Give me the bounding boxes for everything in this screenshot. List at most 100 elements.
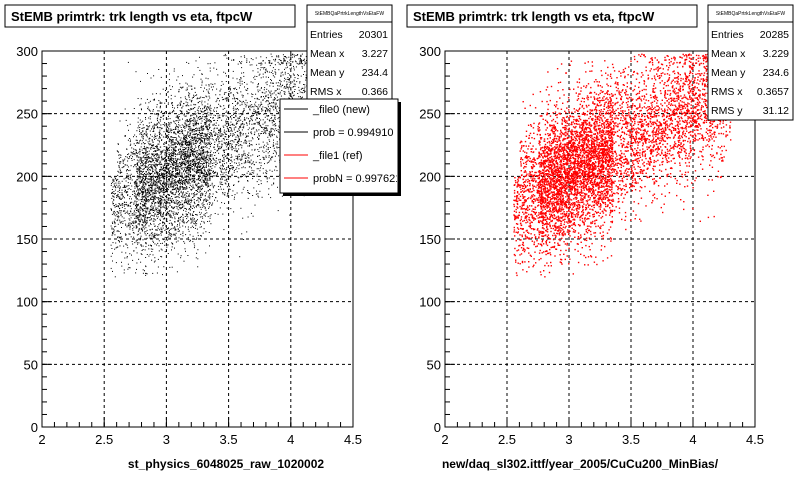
scatter-point: [115, 262, 117, 264]
scatter-point: [188, 124, 190, 126]
scatter-point: [145, 234, 147, 236]
scatter-point: [210, 152, 211, 154]
scatter-point: [129, 224, 131, 226]
scatter-point: [157, 213, 159, 215]
scatter-point: [272, 156, 274, 158]
scatter-point: [192, 150, 194, 152]
scatter-point: [213, 152, 215, 154]
scatter-point: [198, 157, 200, 159]
scatter-point: [250, 144, 252, 145]
scatter-point: [172, 192, 174, 194]
scatter-point: [142, 187, 144, 189]
scatter-point: [113, 231, 115, 233]
scatter-point: [262, 73, 264, 75]
scatter-point: [255, 57, 257, 59]
scatter-point: [166, 162, 168, 164]
scatter-point: [185, 210, 187, 212]
scatter-point: [141, 254, 143, 255]
scatter-point: [223, 129, 225, 131]
scatter-point: [205, 166, 207, 168]
scatter-point: [173, 207, 175, 209]
scatter-point: [170, 233, 172, 235]
scatter-point: [293, 67, 295, 69]
scatter-point: [169, 125, 171, 127]
scatter-point: [175, 116, 177, 118]
scatter-point: [212, 117, 214, 119]
scatter-point: [184, 180, 186, 182]
scatter-point: [136, 216, 137, 218]
scatter-point: [136, 168, 138, 170]
scatter-point: [134, 186, 136, 188]
scatter-point: [173, 199, 174, 201]
scatter-point: [161, 111, 163, 113]
scatter-point: [244, 174, 246, 175]
scatter-point: [300, 97, 302, 99]
scatter-point: [113, 183, 115, 185]
scatter-point: [157, 197, 158, 199]
scatter-point: [141, 228, 143, 230]
scatter-point: [167, 189, 169, 191]
scatter-point: [160, 195, 162, 197]
scatter-point: [176, 225, 178, 227]
scatter-point: [263, 147, 265, 149]
scatter-point: [230, 159, 232, 161]
scatter-point: [264, 92, 266, 94]
scatter-point: [171, 129, 173, 131]
scatter-point: [138, 169, 140, 171]
scatter-point: [278, 155, 280, 157]
scatter-point: [175, 234, 176, 236]
scatter-point: [181, 180, 183, 182]
scatter-point: [199, 191, 201, 192]
scatter-point: [172, 193, 174, 195]
scatter-point: [145, 157, 147, 159]
scatter-point: [265, 150, 267, 152]
scatter-point: [161, 231, 163, 233]
scatter-point: [181, 165, 182, 166]
scatter-point: [207, 111, 209, 113]
scatter-point: [164, 152, 166, 154]
scatter-point: [136, 183, 138, 185]
scatter-point: [198, 139, 200, 141]
scatter-point: [174, 132, 176, 134]
scatter-point: [193, 195, 195, 197]
scatter-point: [260, 167, 261, 169]
scatter-point: [214, 134, 216, 136]
scatter-point: [203, 159, 205, 161]
scatter-point: [226, 156, 228, 158]
scatter-point: [194, 119, 196, 121]
scatter-point: [243, 174, 244, 176]
scatter-point: [267, 96, 269, 98]
scatter-point: [267, 94, 269, 96]
scatter-point: [182, 217, 184, 219]
scatter-point: [170, 141, 172, 143]
scatter-point: [145, 152, 147, 154]
scatter-point: [186, 201, 188, 203]
scatter-point: [183, 159, 185, 160]
scatter-point: [146, 125, 148, 127]
scatter-point: [154, 150, 156, 152]
scatter-point: [166, 166, 168, 168]
scatter-point: [228, 91, 230, 92]
scatter-point: [147, 207, 149, 209]
scatter-point: [272, 124, 274, 126]
scatter-point: [165, 151, 167, 153]
scatter-point: [114, 206, 116, 208]
scatter-point: [154, 235, 156, 236]
scatter-point: [175, 196, 177, 198]
scatter-point: [151, 172, 153, 174]
scatter-point: [162, 206, 164, 208]
scatter-point: [198, 110, 200, 112]
scatter-point: [196, 163, 198, 165]
scatter-point: [203, 116, 205, 118]
scatter-point: [250, 81, 252, 83]
scatter-point: [174, 216, 176, 218]
scatter-point: [173, 161, 175, 163]
scatter-point: [160, 211, 162, 213]
scatter-point: [209, 245, 210, 247]
scatter-point: [180, 97, 182, 99]
scatter-point: [252, 82, 254, 84]
scatter-point: [166, 134, 168, 136]
scatter-point: [158, 211, 160, 213]
scatter-point: [206, 174, 208, 176]
scatter-point: [299, 81, 301, 83]
